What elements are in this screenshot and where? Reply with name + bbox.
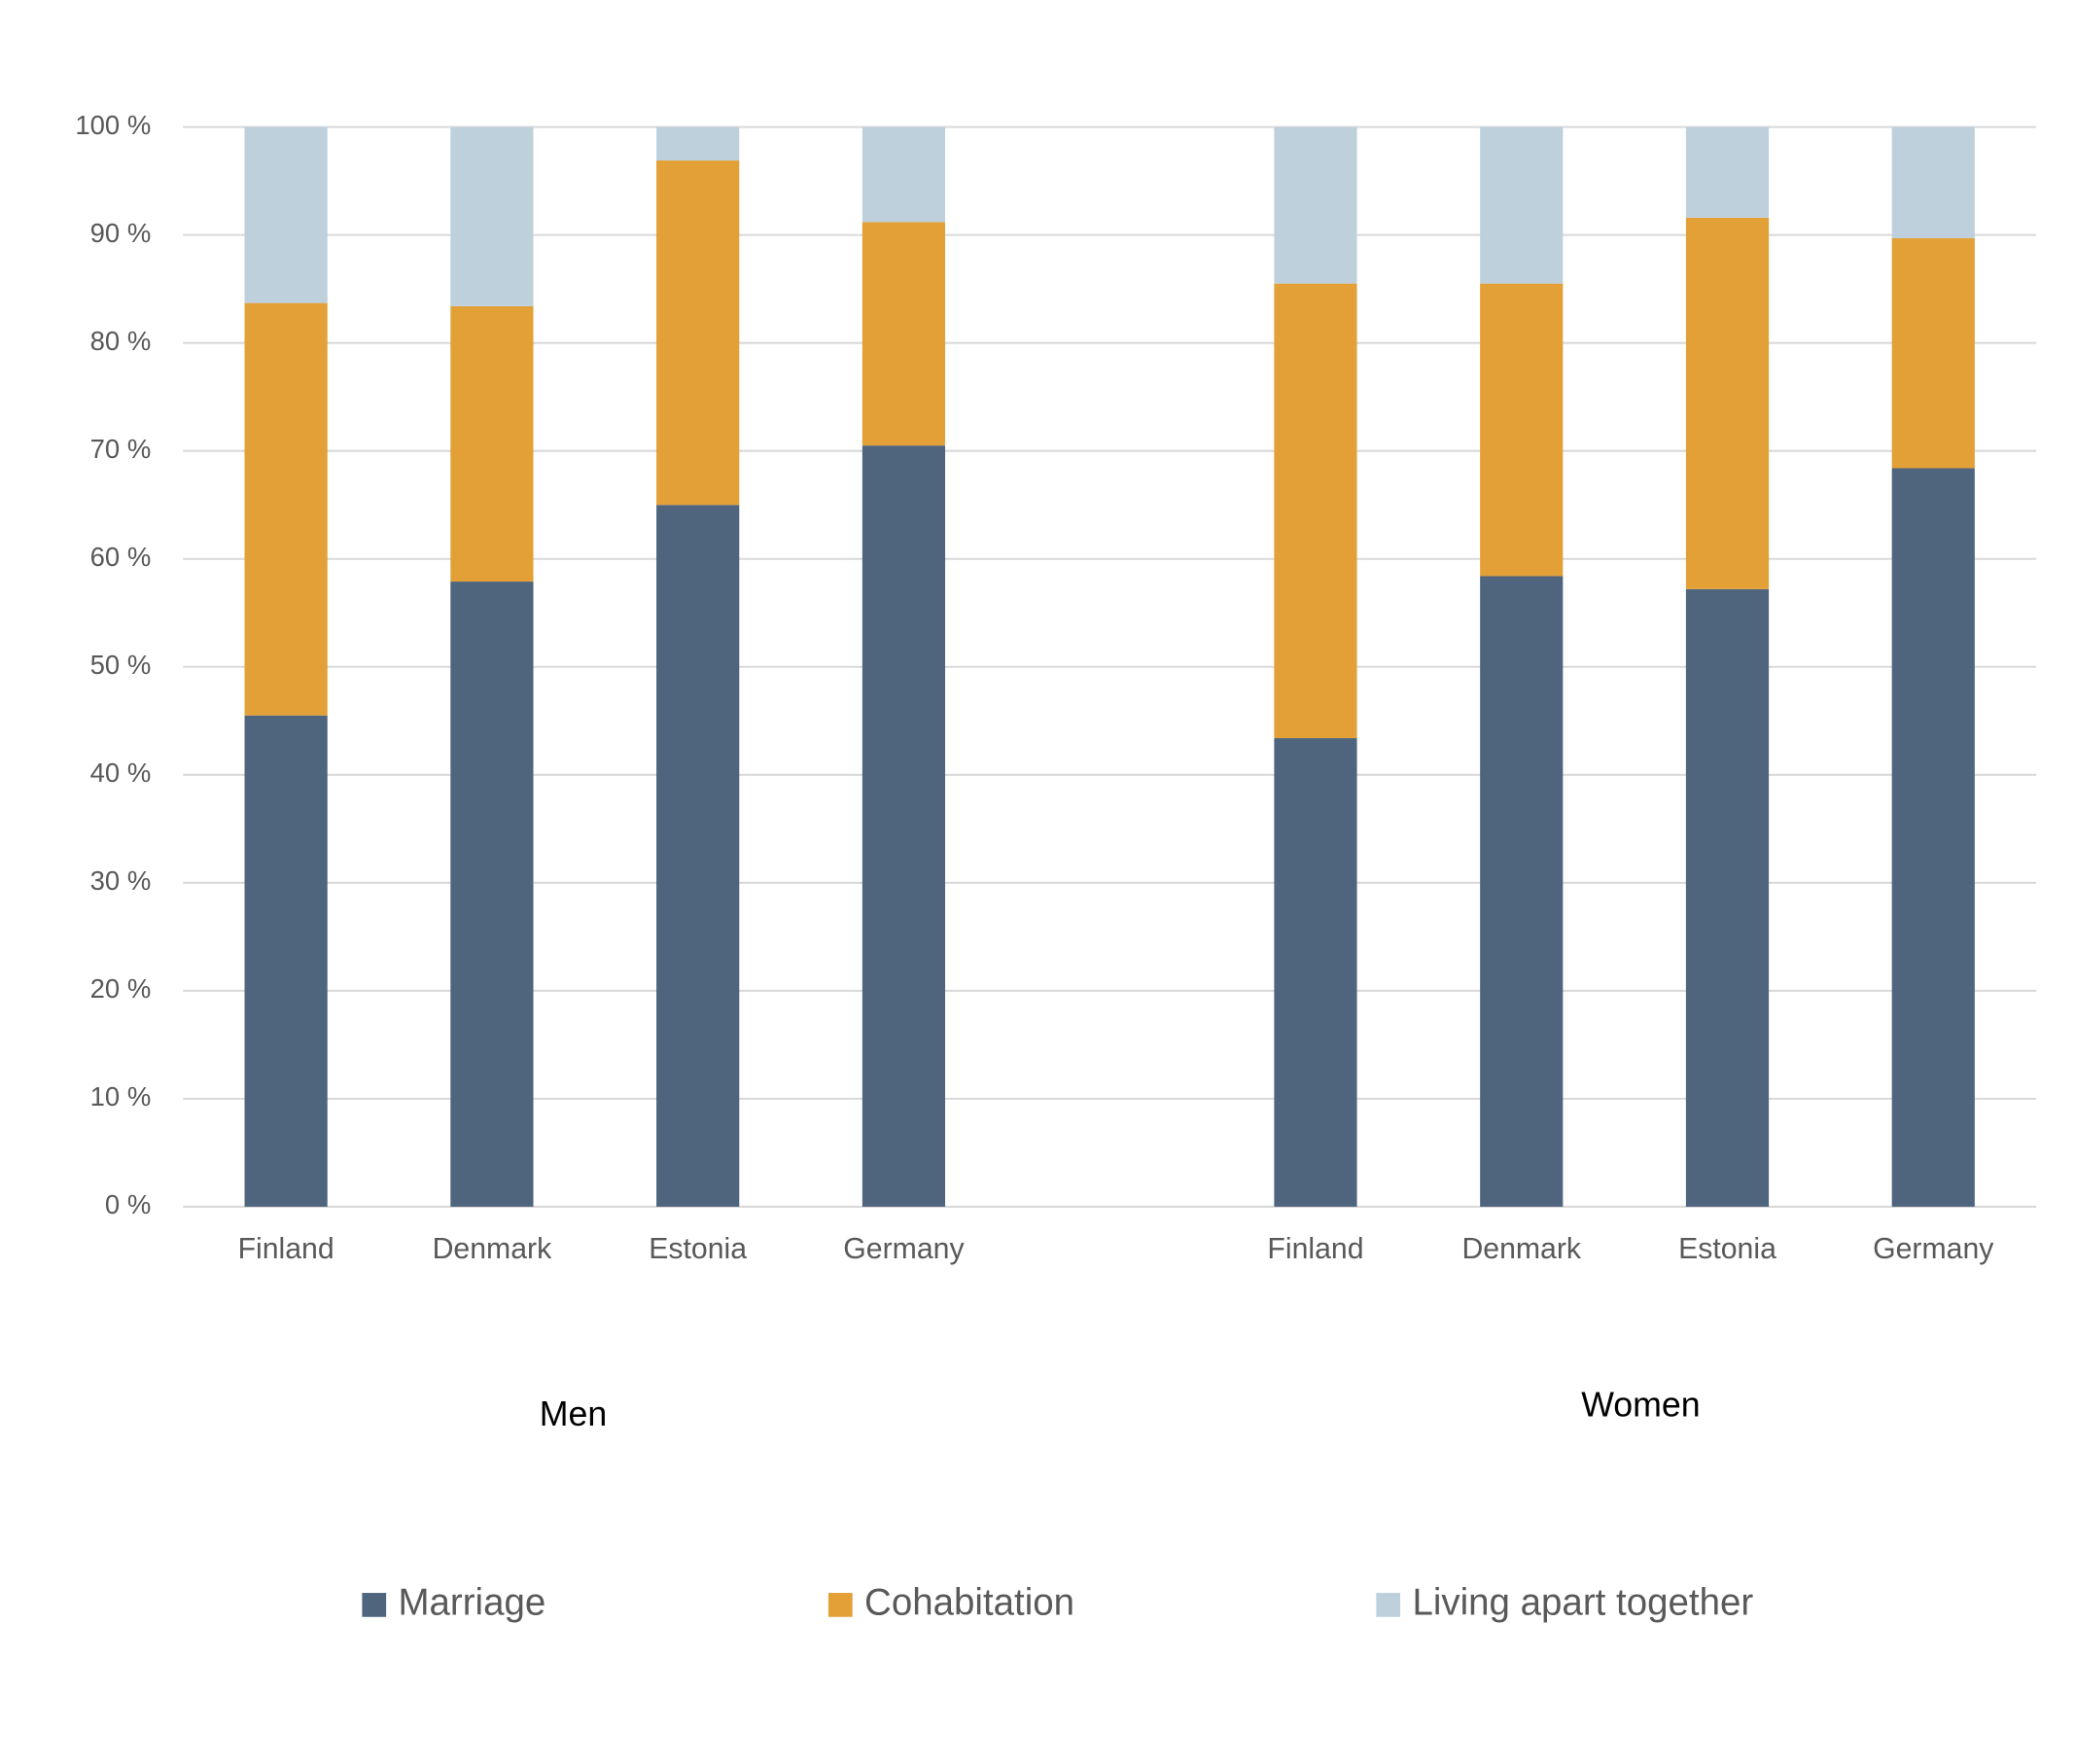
y-tick-label: 90 %: [90, 218, 152, 248]
bar-segment: [1480, 576, 1564, 1207]
y-tick-label: 20 %: [90, 973, 152, 1004]
x-tick-label: Denmark: [433, 1233, 552, 1265]
x-tick-label: Germany: [843, 1233, 965, 1265]
y-tick-label: 60 %: [90, 542, 152, 572]
bar-segment: [656, 505, 740, 1207]
bar-segment: [1685, 588, 1770, 1207]
bar-segment: [1274, 283, 1357, 739]
legend-swatch: [362, 1593, 387, 1617]
bar-segment: [862, 222, 946, 446]
bar-segment: [1480, 126, 1564, 284]
y-tick-label: 10 %: [90, 1081, 152, 1111]
legend-label: Marriage: [398, 1582, 545, 1624]
x-tick-label: Estonia: [649, 1233, 747, 1265]
x-tick-label: Denmark: [1461, 1233, 1581, 1265]
y-tick-label: 70 %: [90, 434, 152, 464]
bar-segment: [244, 302, 328, 716]
y-tick-label: 40 %: [90, 758, 152, 788]
bar-segment: [1480, 283, 1564, 577]
bar-segment: [244, 126, 328, 303]
bar-segment: [450, 305, 534, 582]
legend-swatch: [1376, 1593, 1401, 1617]
group-label: Men: [540, 1394, 607, 1433]
bar-segment: [1891, 468, 1975, 1207]
bar-segment: [1274, 126, 1357, 284]
bar-segment: [1685, 217, 1770, 589]
x-tick-label: Finland: [1267, 1233, 1363, 1265]
x-tick-label: Finland: [238, 1233, 334, 1265]
bar-segment: [1685, 126, 1770, 218]
y-tick-label: 80 %: [90, 326, 152, 356]
bar-segment: [656, 126, 740, 161]
group-label: Women: [1581, 1385, 1700, 1424]
legend-label: Cohabitation: [864, 1582, 1074, 1624]
y-tick-label: 50 %: [90, 650, 152, 680]
bar-segment: [862, 445, 946, 1207]
bar-segment: [1891, 237, 1975, 469]
y-tick-label: 30 %: [90, 865, 152, 896]
bar-segment: [450, 582, 534, 1207]
bar-segment: [1891, 126, 1975, 238]
y-tick-label: 0 %: [105, 1189, 151, 1219]
bar-segment: [862, 126, 946, 223]
bar-segment: [1274, 738, 1357, 1207]
bar-segment: [244, 715, 328, 1207]
legend-label: Living apart together: [1412, 1582, 1753, 1624]
y-tick-label: 100 %: [75, 110, 151, 140]
x-tick-label: Estonia: [1678, 1233, 1776, 1265]
bar-segment: [450, 126, 534, 306]
legend-swatch: [827, 1593, 853, 1617]
x-tick-label: Germany: [1873, 1233, 1994, 1265]
bar-segment: [656, 160, 740, 506]
